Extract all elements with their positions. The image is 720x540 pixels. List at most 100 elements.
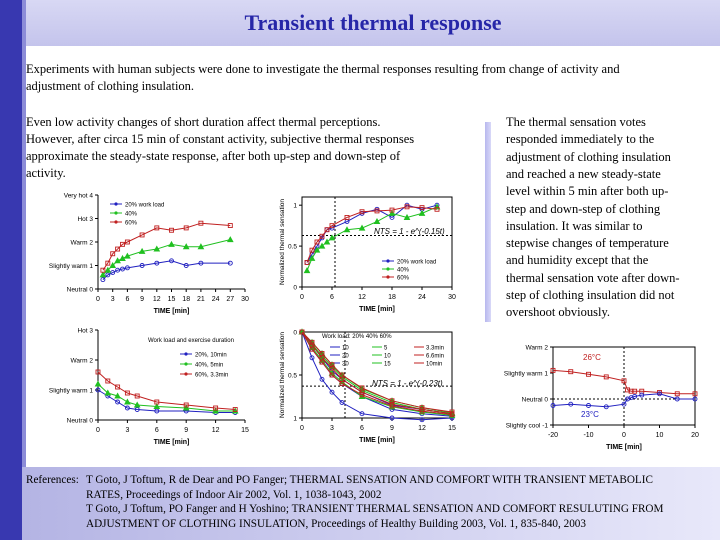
data-point: [358, 392, 366, 399]
y-tick-label: 0: [293, 330, 297, 337]
legend-label: 40%: [397, 268, 410, 274]
chart-exercise-duration: 0 3 6 9 12 15 Neutral 0 Slightly warm 1 Warm 2 Ho…: [49, 328, 249, 447]
y-tick-label: Neutral 0: [522, 397, 549, 404]
legend-label: 20% work load: [397, 260, 436, 266]
references-label: References:: [26, 474, 79, 486]
data-point: [169, 227, 174, 233]
data-point: [124, 239, 130, 245]
data-point: [404, 204, 410, 210]
y-axis-label: Normalized thermal sensation: [279, 332, 286, 418]
data-point: [568, 369, 574, 375]
data-point: [328, 234, 336, 241]
data-point: [168, 240, 175, 247]
activity-line-4: activity.: [26, 166, 66, 180]
y-tick-label: 0.5: [288, 373, 297, 380]
y-tick-label: Slightly warm 1: [49, 388, 93, 395]
data-point: [114, 257, 121, 264]
clothing-line: step of clothing insulation did not: [506, 288, 675, 302]
legend-label: 15: [384, 362, 391, 368]
data-point: [419, 417, 425, 423]
legend-label: 60%: [397, 276, 410, 282]
legend-label: 60%, 3.3min: [195, 373, 228, 379]
x-axis-label: TIME [min]: [359, 437, 395, 444]
reference-1-line-1: T Goto, J Toftum, R de Dear and PO Fange…: [86, 474, 653, 486]
data-point: [344, 215, 350, 220]
data-point: [95, 387, 101, 393]
data-point: [632, 388, 638, 394]
data-point: [154, 225, 160, 231]
data-point: [586, 371, 591, 377]
x-tick-label: 10: [656, 432, 664, 439]
data-point: [359, 385, 365, 391]
legend-label: 10min: [426, 362, 442, 368]
data-point: [124, 390, 130, 396]
series-line: [301, 331, 453, 421]
x-tick-label: 6: [360, 425, 364, 432]
x-tick-label: 0: [96, 296, 100, 303]
y-tick-label: Hot 3: [77, 216, 93, 223]
legend-label: 30: [342, 362, 349, 368]
x-tick-label: 9: [390, 425, 394, 432]
data-point: [313, 246, 321, 253]
data-point: [568, 401, 574, 407]
reference-1-line-2: RATES, Proceedings of Indoor Air 2002, V…: [86, 489, 382, 501]
chart-clothing-adjustment: -20 -10 0 10 20 Slightly cool -1 Neutral 0 Slig…: [504, 345, 699, 452]
series-line: [97, 389, 236, 413]
data-point: [95, 369, 101, 375]
data-point: [100, 277, 106, 283]
series-line: [102, 260, 231, 280]
x-tick-label: 6: [125, 296, 129, 303]
data-point: [153, 402, 161, 409]
legend-marker: [184, 352, 188, 356]
data-point: [657, 391, 662, 397]
x-tick-label: 30: [448, 294, 456, 301]
intro-line-2: adjustment of clothing insulation.: [26, 79, 195, 93]
x-tick-label: 9: [184, 427, 188, 434]
data-point: [434, 206, 440, 212]
data-point: [99, 271, 107, 278]
data-point: [109, 261, 117, 268]
data-point: [343, 226, 351, 233]
legend-marker: [184, 362, 188, 366]
data-point: [388, 209, 396, 216]
clothing-line: overshoot obviously.: [506, 305, 611, 320]
series-line: [552, 369, 695, 395]
y-tick-label: Warm 2: [525, 345, 548, 352]
series-line: [306, 206, 438, 263]
data-point: [183, 263, 189, 268]
series-line: [301, 331, 453, 415]
data-point: [120, 266, 125, 272]
data-point: [299, 329, 305, 335]
data-point: [124, 265, 130, 271]
data-point: [105, 378, 111, 384]
data-point: [115, 399, 121, 405]
data-point: [403, 213, 411, 220]
data-point: [373, 218, 381, 225]
legend-title: Work load and exercise duration: [148, 338, 234, 344]
legend-label: 40%: [125, 212, 138, 218]
data-point: [586, 403, 591, 408]
series-label-23c: 23°C: [581, 410, 599, 419]
x-tick-label: 6: [330, 294, 334, 301]
data-point: [154, 399, 160, 405]
series-line: [301, 331, 453, 413]
legend-label: 20: [342, 354, 349, 360]
data-point: [628, 388, 634, 394]
title-banner: [26, 0, 720, 46]
y-tick-label: 0.5: [288, 244, 297, 251]
reference-2-line-1: T Goto, J Toftum, PO Fanger and H Yoshin…: [86, 503, 664, 515]
y-axis-label: Normalized thermal sensation: [279, 199, 286, 285]
data-point: [419, 205, 425, 211]
data-point: [105, 260, 111, 266]
data-point: [100, 267, 106, 273]
x-tick-label: 21: [197, 296, 205, 303]
legend-marker: [114, 211, 118, 215]
data-point: [183, 225, 189, 231]
activity-line-1: Even low activity changes of short durat…: [26, 115, 381, 129]
x-tick-label: 24: [418, 294, 426, 301]
data-point: [309, 339, 315, 345]
data-point: [692, 396, 698, 402]
y-tick-label: Slightly warm 1: [504, 371, 548, 378]
clothing-line: step and down-step of clothing: [506, 201, 661, 216]
x-tick-label: 20: [691, 432, 699, 439]
